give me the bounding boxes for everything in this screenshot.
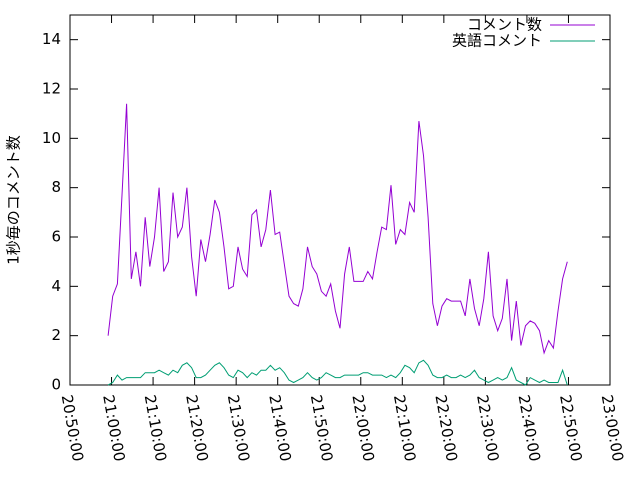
- x-tick-label: 20:50:00: [58, 393, 87, 462]
- legend-label: 英語コメント: [452, 32, 542, 50]
- x-tick-label: 23:00:00: [598, 393, 627, 462]
- x-tick-label: 21:40:00: [265, 393, 294, 462]
- x-tick-label: 22:50:00: [556, 393, 585, 462]
- x-tick-label: 21:20:00: [182, 393, 211, 462]
- y-tick-label: 14: [42, 30, 61, 48]
- y-tick-label: 2: [51, 326, 61, 344]
- x-tick-label: 22:40:00: [515, 393, 544, 462]
- y-tick-label: 10: [42, 129, 61, 147]
- y-tick-label: 6: [51, 228, 61, 246]
- data-line: [107, 359, 568, 386]
- x-tick-label: 22:10:00: [390, 393, 419, 462]
- x-tick-label: 22:30:00: [473, 393, 502, 462]
- plot-border: [69, 14, 611, 386]
- y-tick-label: 12: [42, 80, 61, 98]
- y-tick-label: 8: [51, 178, 61, 196]
- x-tick-label: 22:20:00: [431, 393, 460, 462]
- x-tick-label: 21:10:00: [141, 393, 170, 462]
- legend-label: コメント数: [467, 16, 542, 34]
- x-tick-label: 21:00:00: [99, 393, 128, 462]
- data-line: [107, 103, 568, 355]
- x-tick-label: 21:50:00: [307, 393, 336, 462]
- x-tick-label: 22:00:00: [348, 393, 377, 462]
- y-tick-label: 4: [51, 277, 61, 295]
- y-tick-label: 0: [51, 376, 61, 394]
- x-tick-label: 21:30:00: [224, 393, 253, 462]
- y-axis-label: 1秒毎のコメント数: [5, 135, 23, 265]
